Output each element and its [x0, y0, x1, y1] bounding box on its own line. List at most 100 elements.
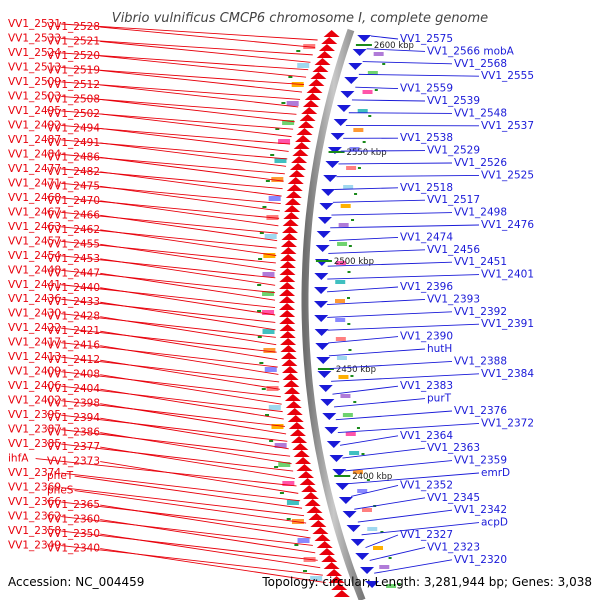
reverse-gene-arrow: [344, 77, 359, 84]
forward-gene-label: VV1_2362: [8, 511, 61, 523]
forward-gene-label: VV1_2374: [8, 467, 61, 479]
forward-gene-label: VV1_2495: [8, 105, 61, 117]
forward-gene-label: VV1_2494: [47, 122, 100, 134]
forward-gene-arrow: [281, 233, 298, 240]
reverse-gene-arrow: [360, 567, 375, 574]
reverse-gene-label: VV1_2498: [454, 207, 507, 219]
forward-gene-label: VV1_2358: [8, 525, 61, 537]
reverse-label-leader: [340, 150, 426, 152]
forward-label-leader: [100, 519, 316, 554]
reverse-gene-label: VV1_2364: [400, 430, 453, 442]
gene-block: [263, 348, 276, 353]
forward-label-leader: [61, 313, 276, 338]
reverse-gene-arrow: [355, 553, 370, 560]
rna-feature: [265, 180, 270, 182]
chromosome-backbone: [301, 28, 366, 600]
forward-gene-arrow: [293, 142, 310, 149]
gene-block: [373, 546, 384, 550]
reverse-gene-arrow: [314, 329, 329, 336]
gene-block: [336, 356, 347, 360]
forward-gene-label: VV1_2447: [47, 267, 100, 279]
forward-label-leader: [100, 388, 284, 420]
forward-label-leader: [100, 26, 316, 48]
backbone-arc: [301, 28, 366, 600]
forward-gene-label: VV1_2512: [47, 79, 100, 91]
forward-label-leader: [61, 153, 285, 175]
forward-label-leader: [100, 316, 277, 346]
reverse-gene-arrow: [350, 539, 365, 546]
rna-feature: [368, 115, 372, 117]
forward-gene-label: VV1_2398: [47, 398, 100, 410]
forward-label-leader: [100, 243, 276, 271]
reverse-gene-arrow: [357, 35, 372, 42]
gene-block: [338, 223, 349, 227]
reverse-gene-arrow: [321, 189, 336, 196]
reverse-gene-arrow: [315, 245, 330, 252]
forward-gene-arrow: [280, 345, 297, 352]
reverse-label-leader: [348, 112, 453, 114]
kbp-label: 2400 kbp: [352, 472, 392, 482]
reverse-label-leader: [335, 410, 453, 421]
forward-gene-arrow: [304, 93, 321, 100]
kbp-label: 2500 kbp: [334, 257, 374, 267]
kbp-label: 2550 kbp: [347, 148, 387, 158]
forward-gene-arrow: [326, 569, 343, 576]
forward-gene-label: VV1_2385: [8, 438, 61, 450]
forward-gene-label: VV1_2408: [47, 369, 100, 381]
forward-gene-arrow: [321, 37, 338, 44]
forward-gene-label: ihfA: [8, 453, 29, 465]
reverse-label-leader: [327, 286, 399, 293]
gene-block: [337, 242, 348, 246]
gene-block: [367, 71, 378, 75]
forward-gene-arrow: [316, 51, 333, 58]
forward-label-leader: [100, 345, 279, 375]
gene-block: [340, 394, 351, 398]
reverse-gene-label: VV1_2566 mobA: [427, 45, 515, 57]
forward-label-leader: [100, 504, 311, 539]
forward-label-leader: [61, 211, 278, 234]
rna-feature: [265, 414, 270, 416]
forward-label-leader: [100, 533, 321, 569]
forward-label-leader: [100, 287, 276, 316]
forward-label-leader: [61, 124, 291, 145]
forward-gene-arrow: [285, 401, 302, 408]
reverse-gene-label: VV1_2568: [454, 58, 507, 70]
reverse-label-leader: [369, 546, 426, 561]
gene-block: [353, 128, 364, 132]
gene-block: [349, 451, 360, 455]
rna-feature: [259, 232, 264, 234]
topology-text: Topology: circular; Length: 3,281,944 bp…: [261, 575, 592, 589]
forward-gene-arrow: [279, 261, 296, 268]
reverse-gene-arrow: [332, 469, 347, 476]
reverse-gene-label: VV1_2388: [454, 355, 507, 367]
forward-gene-label: VV1_2531: [8, 18, 61, 30]
reverse-gene-label: VV1_2392: [454, 306, 507, 318]
rna-feature: [257, 284, 262, 286]
reverse-gene-label: VV1_2518: [400, 182, 453, 194]
rna-feature: [347, 323, 351, 325]
reverse-label-leader: [328, 249, 426, 254]
reverse-gene-label: acpD: [481, 517, 508, 529]
forward-gene-label: pheS: [47, 485, 74, 497]
forward-gene-label: VV1_2430: [8, 308, 61, 320]
forward-label-leader: [61, 530, 318, 561]
forward-label-leader: [100, 41, 311, 63]
reverse-gene-label: VV1_2383: [400, 380, 453, 392]
reverse-label-leader: [345, 460, 453, 472]
reverse-gene-label: VV1_2384: [481, 368, 534, 380]
forward-gene-label: VV1_2471: [8, 177, 61, 189]
forward-gene-arrow: [295, 135, 312, 142]
forward-label-leader: [61, 284, 276, 309]
rna-feature: [279, 492, 284, 494]
forward-label-leader: [61, 545, 323, 576]
gene-block: [342, 413, 353, 417]
gene-block: [335, 280, 346, 284]
reverse-label-leader: [361, 522, 480, 536]
forward-gene-arrow: [310, 72, 327, 79]
forward-gene-label: VV1_2387: [8, 424, 61, 436]
forward-gene-arrow: [284, 198, 301, 205]
forward-gene-arrow: [285, 191, 302, 198]
reverse-gene-label: VV1_2327: [400, 529, 453, 541]
forward-label-leader: [61, 298, 276, 323]
forward-gene-label: VV1_2521: [47, 35, 100, 47]
